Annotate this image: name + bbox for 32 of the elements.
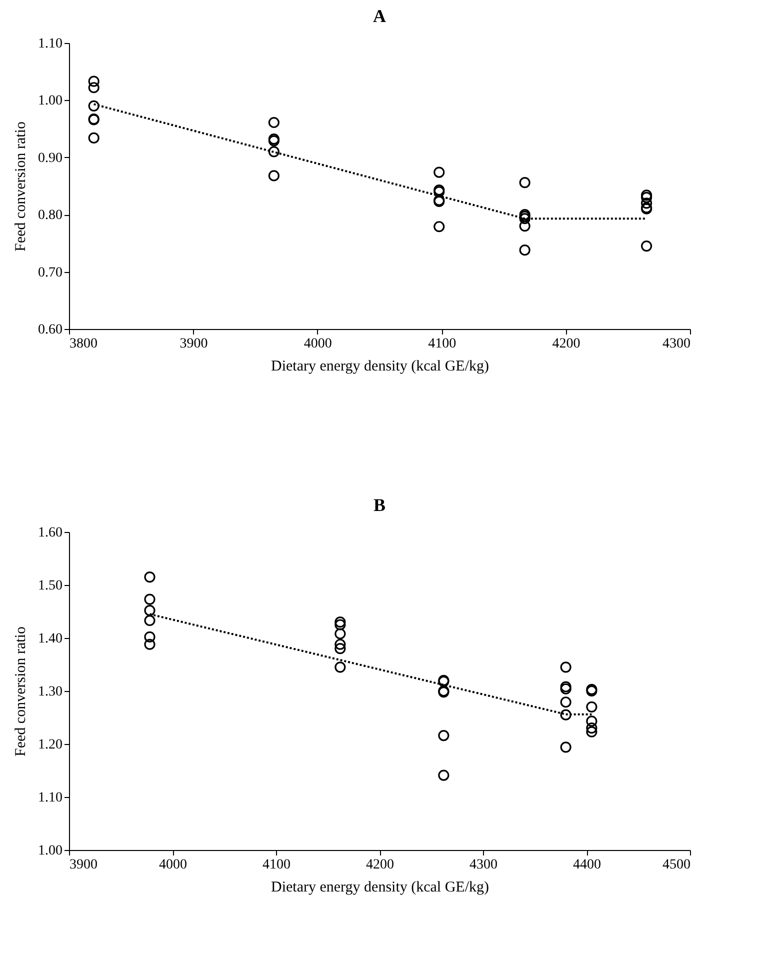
y-tick-label: 1.40	[38, 632, 62, 646]
x-tick-label: 4000	[159, 858, 187, 872]
y-axis-title: Feed conversion ratio	[13, 626, 29, 756]
x-tick-label: 4100	[262, 858, 290, 872]
x-tick-label: 3900	[70, 858, 98, 872]
x-tick-label: 4000	[304, 336, 332, 352]
x-axis-title: Dietary energy density (kcal GE/kg)	[271, 880, 489, 896]
y-tick-label: 1.00	[38, 94, 62, 109]
y-tick-label: 1.10	[38, 790, 62, 806]
y-tick-label: 0.90	[38, 150, 62, 166]
y-tick-label: 0.80	[38, 208, 62, 224]
x-tick-label: 4300	[662, 336, 690, 352]
x-tick-label: 4100	[428, 336, 456, 352]
chart-title: A	[373, 6, 386, 26]
y-tick-label: 1.20	[38, 738, 62, 752]
y-tick-label: 1.30	[38, 684, 62, 700]
chart-title: B	[373, 495, 386, 515]
x-axis-title: Dietary energy density (kcal GE/kg)	[271, 358, 489, 374]
x-tick-label: 3900	[180, 336, 208, 352]
x-tick-label: 4300	[470, 858, 498, 872]
y-tick-label: 0.60	[38, 322, 62, 338]
y-axis-title: Feed conversion ratio	[13, 122, 29, 252]
x-tick-label: 4200	[552, 336, 580, 352]
x-tick-label: 4500	[662, 858, 690, 872]
y-tick-label: 1.10	[38, 36, 62, 52]
x-tick-label: 4200	[366, 858, 394, 872]
x-tick-label: 4400	[573, 858, 601, 872]
y-tick-label: 1.50	[38, 578, 62, 594]
x-tick-label: 3800	[70, 336, 98, 352]
y-tick-label: 1.00	[38, 844, 62, 858]
y-tick-label: 1.60	[38, 526, 62, 540]
y-tick-label: 0.70	[38, 265, 62, 280]
